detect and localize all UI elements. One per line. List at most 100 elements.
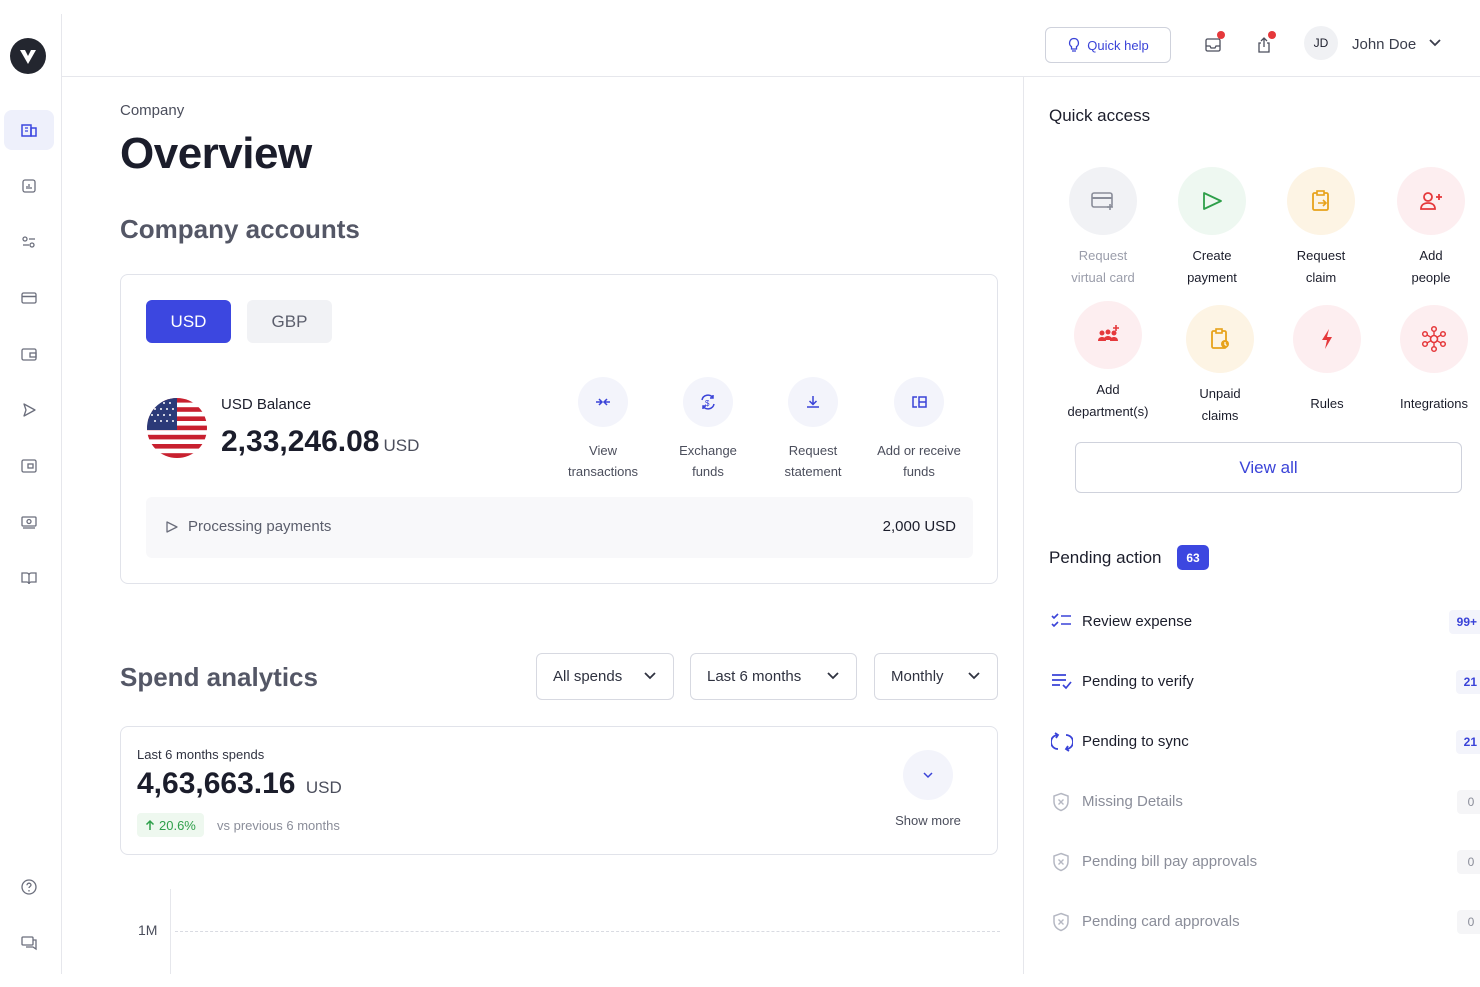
view-all-button[interactable]: View all xyxy=(1075,442,1462,493)
add-funds-icon xyxy=(912,396,927,408)
integrations-button[interactable]: Integrations xyxy=(1384,305,1480,415)
sidebar-item-accounts[interactable] xyxy=(4,446,54,486)
qa-label-line2: virtual card xyxy=(1071,270,1135,285)
breadcrumb[interactable]: Company xyxy=(120,102,185,119)
exchange-icon: $ xyxy=(701,394,715,410)
arrows-in-icon xyxy=(596,398,610,406)
share-icon xyxy=(1258,37,1270,53)
pending-row-missing-details[interactable]: Missing Details 0 xyxy=(1049,787,1480,817)
pending-label: Pending to sync xyxy=(1082,733,1189,750)
add-user-icon xyxy=(1420,192,1442,210)
qa-label-line1: Request xyxy=(1296,248,1346,263)
sidebar-item-cash[interactable] xyxy=(4,502,54,542)
inbox-button[interactable] xyxy=(1202,31,1225,56)
action-label-line2: funds xyxy=(903,464,935,479)
page-title: Overview xyxy=(120,129,312,178)
view-transactions-button[interactable]: View transactions xyxy=(548,377,658,482)
create-payment-button[interactable]: Create payment xyxy=(1162,167,1262,289)
pending-row-card-approvals[interactable]: Pending card approvals 0 xyxy=(1049,907,1480,937)
sidebar-item-help[interactable] xyxy=(4,867,54,907)
rules-button[interactable]: Rules xyxy=(1277,305,1377,415)
sidebar-item-company[interactable] xyxy=(4,110,54,150)
qa-label-line1: Integrations xyxy=(1400,396,1468,411)
pending-label: Pending bill pay approvals xyxy=(1082,853,1258,870)
chevron-down-icon[interactable] xyxy=(1428,38,1442,48)
chevron-down-icon xyxy=(644,672,656,680)
lightbulb-icon xyxy=(1069,37,1080,52)
add-department-button[interactable]: Add department(s) xyxy=(1058,301,1158,423)
request-statement-button[interactable]: Request statement xyxy=(758,377,868,482)
tab-usd[interactable]: USD xyxy=(146,300,231,343)
user-name[interactable]: John Doe xyxy=(1352,36,1417,53)
add-people-button[interactable]: Add people xyxy=(1381,167,1480,289)
notification-dot xyxy=(1268,31,1276,39)
sidebar-item-wallet[interactable] xyxy=(4,334,54,374)
quick-help-button[interactable]: Quick help xyxy=(1045,27,1171,63)
action-label-line1: Exchange xyxy=(679,443,737,458)
sidebar-item-controls[interactable] xyxy=(4,222,54,262)
chat-icon xyxy=(21,936,37,951)
right-panel: Quick access Request virtual card Create p… xyxy=(1023,77,1480,974)
send-icon xyxy=(23,403,36,417)
pending-count: 99+ xyxy=(1448,610,1480,634)
sidebar-item-chat[interactable] xyxy=(4,923,54,963)
tab-gbp[interactable]: GBP xyxy=(247,300,332,343)
action-label-line1: View xyxy=(589,443,617,458)
spend-currency: USD xyxy=(305,778,342,797)
chart-gridline xyxy=(175,931,1000,932)
action-label-line2: funds xyxy=(692,464,724,479)
action-label-line1: Add or receive xyxy=(877,443,961,458)
pending-row-verify[interactable]: Pending to verify 21 xyxy=(1049,667,1480,697)
spend-type-dropdown[interactable]: All spends xyxy=(536,653,674,700)
pending-label: Pending to verify xyxy=(1082,673,1194,690)
quick-access-title: Quick access xyxy=(1049,106,1151,125)
integrations-icon xyxy=(1421,325,1447,353)
avatar[interactable]: JD xyxy=(1304,26,1338,60)
action-label-line2: transactions xyxy=(567,464,639,479)
chart-y-tick: 1M xyxy=(138,922,158,938)
qa-label-line1: Unpaid xyxy=(1199,386,1241,401)
sidebar-item-analytics[interactable] xyxy=(4,166,54,206)
virtual-card-icon xyxy=(1091,192,1113,210)
change-value: 20.6% xyxy=(159,817,196,833)
lightning-icon xyxy=(1322,329,1332,349)
pending-row-sync[interactable]: Pending to sync 21 xyxy=(1049,727,1480,757)
checklist-icon xyxy=(1051,613,1071,628)
app-logo[interactable] xyxy=(10,38,46,74)
period-value: Last 6 months xyxy=(707,668,802,685)
window-top-strip xyxy=(0,0,1480,14)
qa-label-line2: payment xyxy=(1187,270,1237,285)
pending-label: Pending card approvals xyxy=(1082,913,1240,930)
exchange-funds-button[interactable]: $ Exchange funds xyxy=(653,377,763,482)
top-bar: Quick help JD John Doe xyxy=(62,14,1480,77)
chevron-down-icon xyxy=(968,672,980,680)
chart-y-axis xyxy=(170,889,171,974)
pending-action-title: Pending action xyxy=(1049,548,1162,567)
request-claim-button[interactable]: Request claim xyxy=(1271,167,1371,289)
unpaid-claims-button[interactable]: Unpaid claims xyxy=(1170,305,1270,427)
building-icon xyxy=(21,124,37,137)
sidebar-item-docs[interactable] xyxy=(4,558,54,598)
show-more-button[interactable] xyxy=(903,750,953,800)
sidebar-item-cards[interactable] xyxy=(4,278,54,318)
granularity-value: Monthly xyxy=(891,668,944,685)
card-icon xyxy=(21,292,37,304)
pending-row-review-expense[interactable]: Review expense 99+ xyxy=(1049,607,1480,637)
unpaid-claims-icon xyxy=(1211,328,1229,349)
add-receive-funds-button[interactable]: Add or receive funds xyxy=(864,377,974,482)
qa-label-line1: Add xyxy=(1096,382,1120,397)
cash-icon xyxy=(21,516,37,529)
pending-row-bill-pay[interactable]: Pending bill pay approvals 0 xyxy=(1049,847,1480,877)
pending-count: 21 xyxy=(1455,730,1480,754)
sidebar-item-payments[interactable] xyxy=(4,390,54,430)
period-dropdown[interactable]: Last 6 months xyxy=(690,653,857,700)
share-button[interactable] xyxy=(1253,31,1276,56)
qa-label-line1: Rules xyxy=(1310,396,1344,411)
request-virtual-card-button[interactable]: Request virtual card xyxy=(1053,167,1153,289)
granularity-dropdown[interactable]: Monthly xyxy=(874,653,998,700)
processing-payments-row[interactable]: Processing payments 2,000 USD xyxy=(146,497,973,558)
show-more-label[interactable]: Show more xyxy=(895,813,961,828)
change-badge: 20.6% xyxy=(137,813,204,837)
send-icon xyxy=(1203,192,1222,210)
wallet-icon xyxy=(21,348,37,361)
